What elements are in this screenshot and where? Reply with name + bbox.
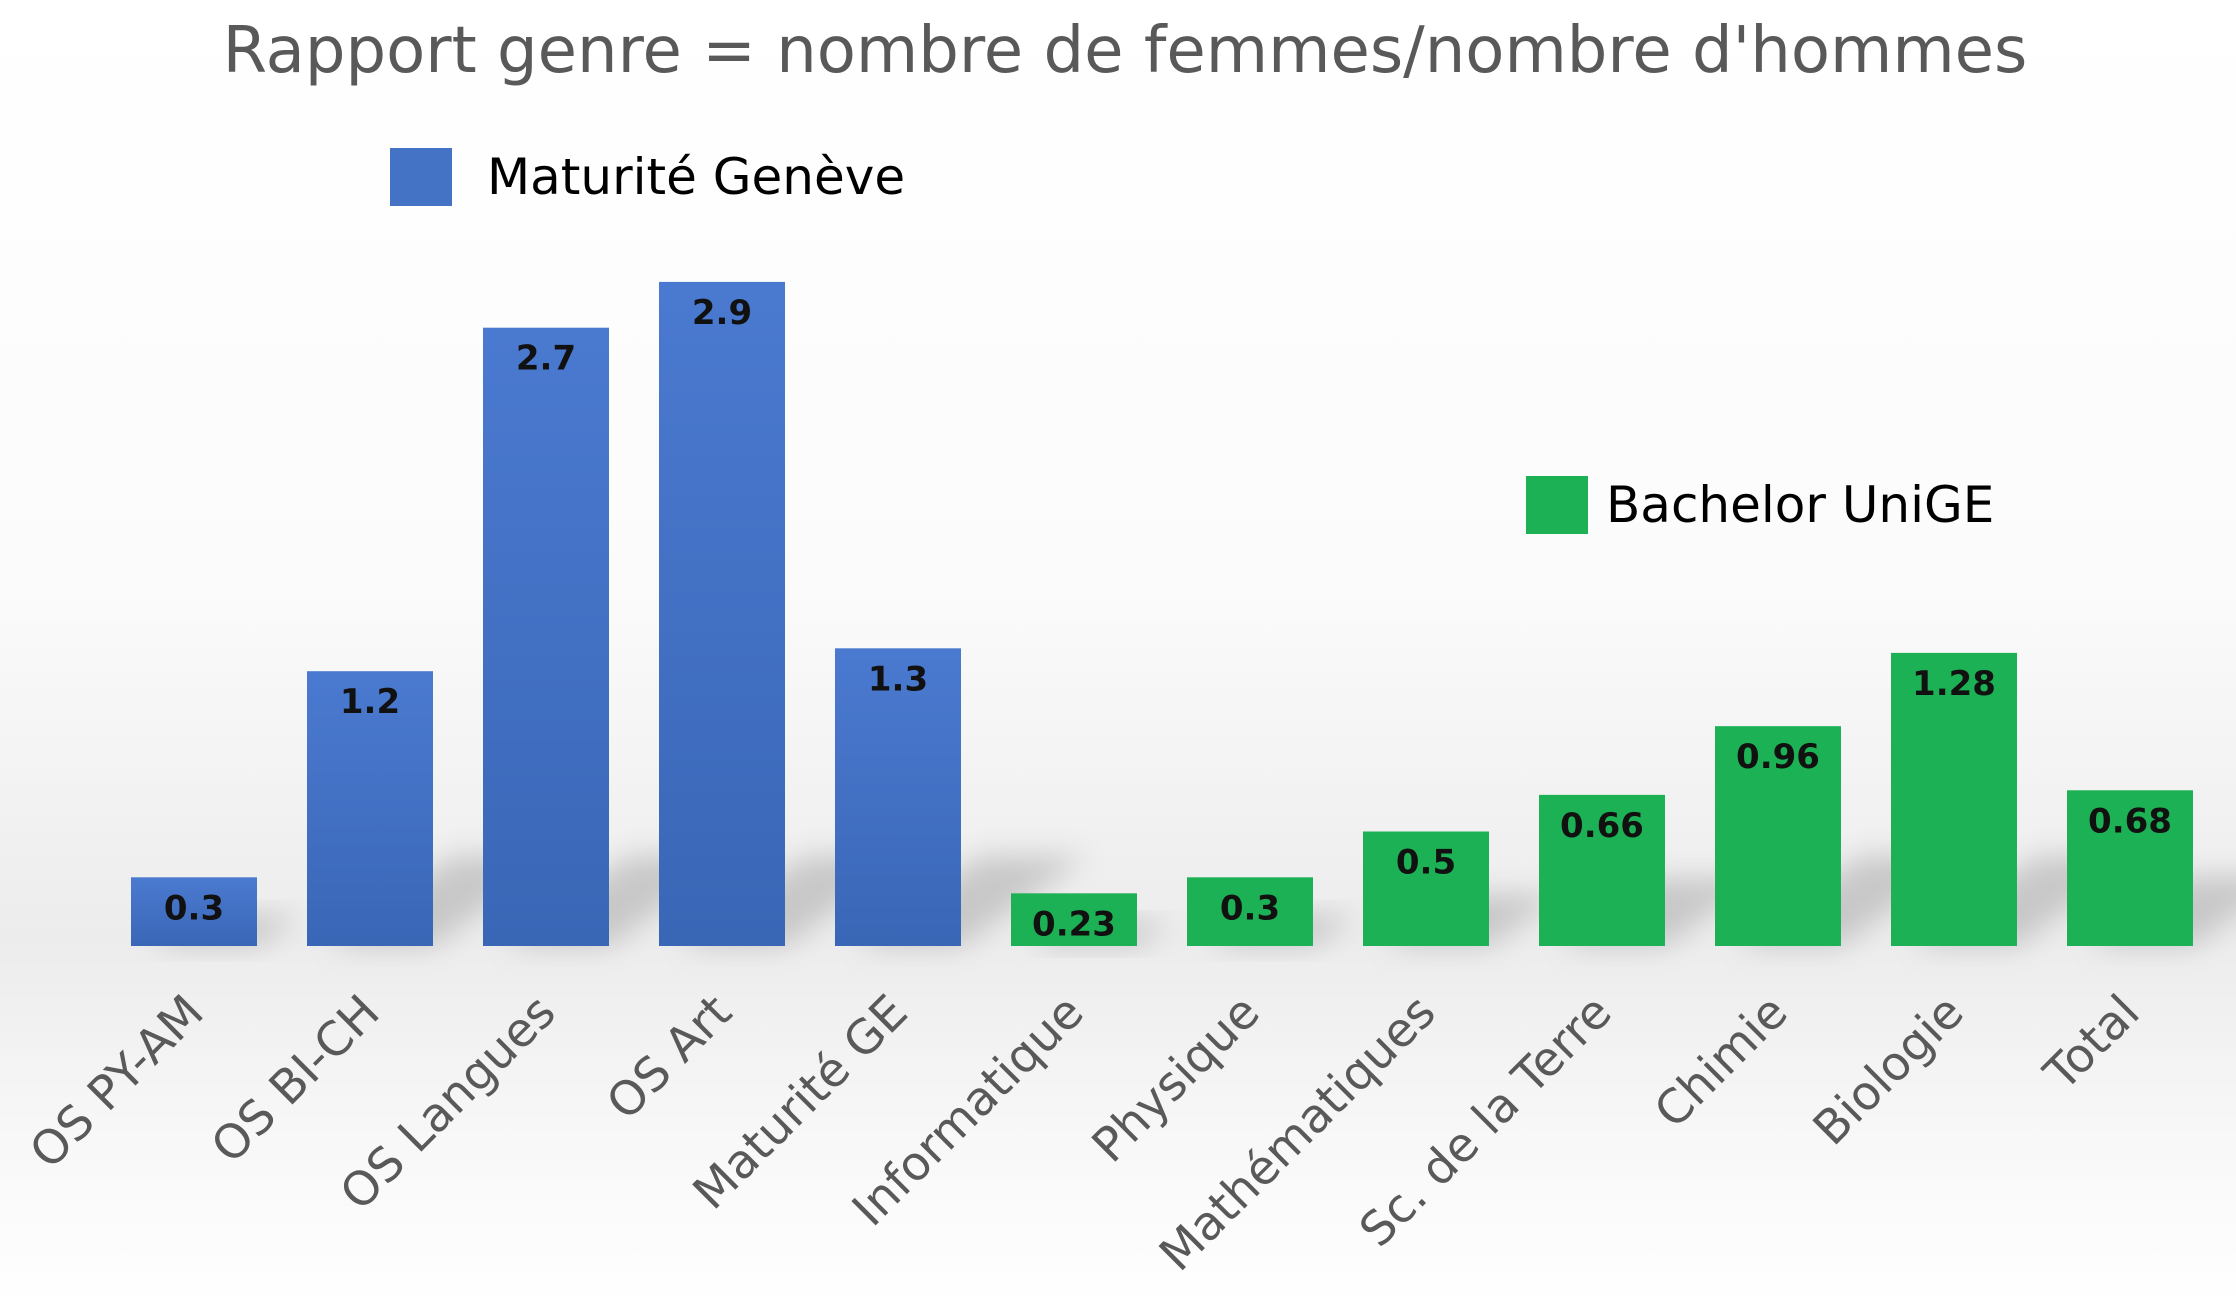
legend-swatch-bachelor-unige: [1526, 476, 1588, 534]
legend-swatch-maturite-geneve: [390, 148, 452, 206]
bar-mathematiques: [1363, 831, 1489, 946]
data-label-os-py-am: 0.3: [164, 888, 224, 928]
legend-entry-bachelor-unige: Bachelor UniGE: [1526, 476, 1994, 534]
bar-os-langues: [483, 327, 609, 946]
data-label-maturite-ge: 1.3: [868, 659, 928, 699]
bar-sc-de-la-terre: [1539, 794, 1665, 946]
bar-os-art: [659, 281, 785, 946]
bar-os-py-am: [131, 877, 257, 946]
bar-chimie: [1715, 726, 1841, 946]
data-label-chimie: 0.96: [1736, 737, 1820, 777]
chart-title: Rapport genre = nombre de femmes/nombre …: [223, 14, 2028, 88]
legend-entry-maturite-geneve: Maturité Genève: [390, 148, 905, 206]
bar-total: [2067, 790, 2193, 946]
bar-physique: [1187, 877, 1313, 946]
bar-informatique: [1011, 893, 1137, 946]
x-tick-os-bi-ch: OS BI-CH: [201, 985, 391, 1175]
x-tick-total: Total: [2033, 985, 2150, 1102]
x-tick-chimie: Chimie: [1644, 985, 1798, 1139]
data-label-physique: 0.3: [1220, 888, 1280, 928]
data-label-os-art: 2.9: [692, 293, 752, 333]
bar-os-bi-ch: [307, 671, 433, 946]
bar-biologie: [1891, 652, 2017, 946]
bars: [131, 281, 2193, 946]
data-label-mathematiques: 0.5: [1396, 843, 1456, 883]
x-tick-os-art: OS Art: [596, 985, 742, 1131]
legend-label-bachelor-unige: Bachelor UniGE: [1606, 476, 1994, 534]
data-label-total: 0.68: [2088, 801, 2172, 841]
legend-label-maturite-geneve: Maturité Genève: [487, 148, 905, 206]
x-tick-biologie: Biologie: [1803, 985, 1975, 1157]
x-tick-os-py-am: OS PY-AM: [19, 985, 214, 1180]
data-labels: 0.3 1.2 2.7 2.9 1.3 0.23 0.3 0.5 0.66 0.96 1.28 0.6…: [164, 293, 2172, 944]
data-label-informatique: 0.23: [1032, 904, 1116, 944]
data-label-sc-de-la-terre: 0.66: [1560, 806, 1644, 846]
data-label-biologie: 1.28: [1912, 664, 1996, 704]
bar-maturite-ge: [835, 648, 961, 946]
data-label-os-langues: 2.7: [516, 339, 576, 379]
data-label-os-bi-ch: 1.2: [340, 682, 400, 722]
x-tick-physique: Physique: [1082, 985, 1271, 1174]
